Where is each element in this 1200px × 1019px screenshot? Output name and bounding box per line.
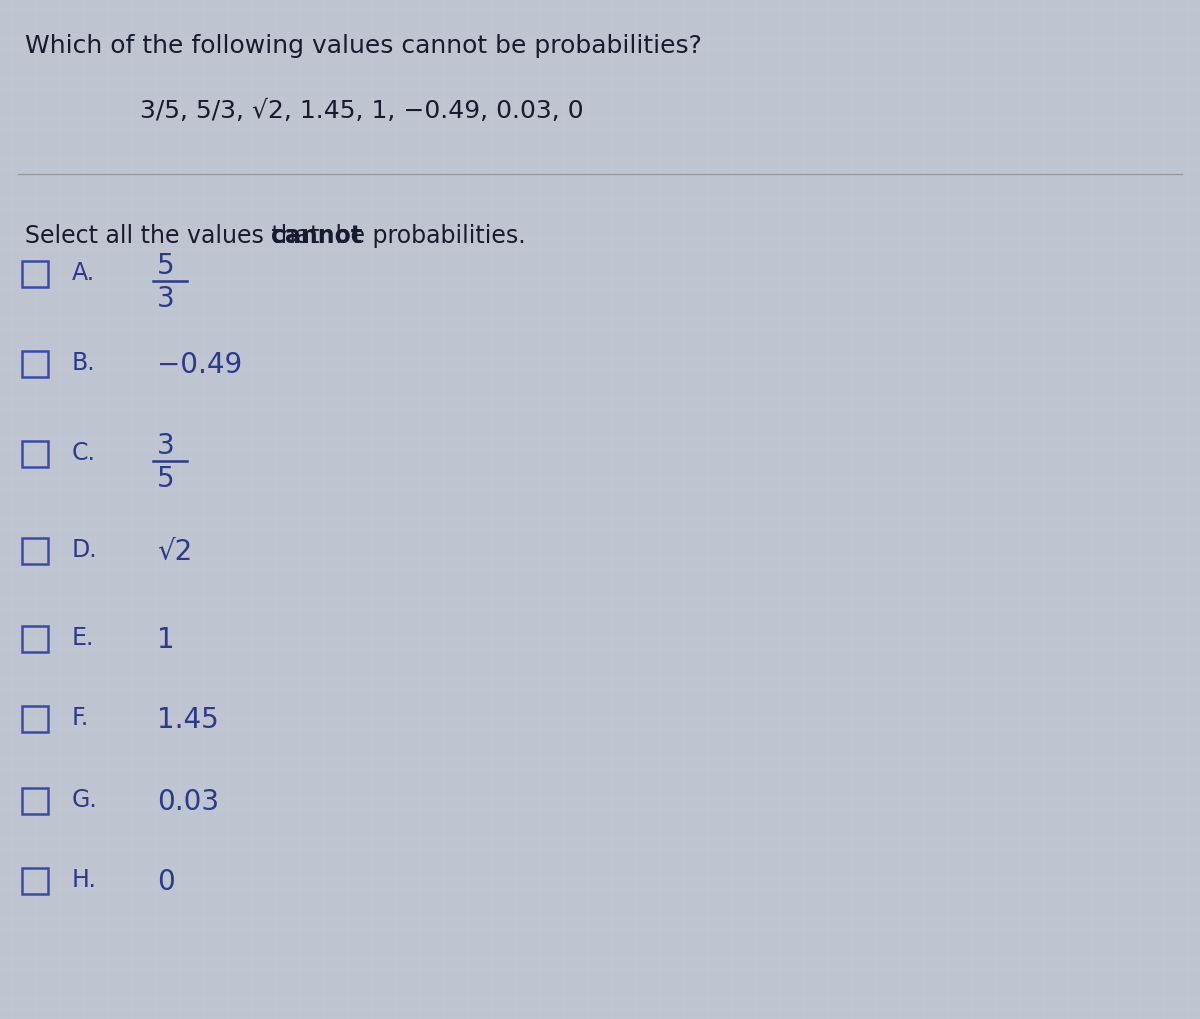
Text: D.: D.: [72, 538, 97, 562]
Text: be probabilities.: be probabilities.: [328, 224, 526, 248]
Text: 3: 3: [157, 285, 175, 313]
Text: 5: 5: [157, 252, 175, 280]
Text: cannot: cannot: [271, 224, 362, 248]
Bar: [22, 626, 48, 652]
Text: Select all the values that: Select all the values that: [25, 224, 326, 248]
Bar: [22, 788, 48, 814]
Text: 1: 1: [157, 626, 175, 654]
Bar: [22, 868, 48, 894]
Text: 3/5, 5/3, √2, 1.45, 1, −0.49, 0.03, 0: 3/5, 5/3, √2, 1.45, 1, −0.49, 0.03, 0: [140, 99, 583, 123]
Text: G.: G.: [72, 788, 97, 812]
Text: A.: A.: [72, 261, 95, 285]
Text: 5: 5: [157, 465, 175, 493]
Text: H.: H.: [72, 868, 97, 892]
Text: C.: C.: [72, 441, 96, 465]
Text: 0.03: 0.03: [157, 788, 220, 816]
Text: Which of the following values cannot be probabilities?: Which of the following values cannot be …: [25, 34, 702, 58]
Text: 1.45: 1.45: [157, 706, 218, 734]
Bar: [22, 441, 48, 467]
Text: F.: F.: [72, 706, 89, 730]
Bar: [22, 538, 48, 564]
Text: B.: B.: [72, 351, 96, 375]
Text: 0: 0: [157, 868, 175, 896]
Bar: [22, 706, 48, 732]
Bar: [22, 261, 48, 287]
Text: 3: 3: [157, 432, 175, 460]
Bar: [22, 351, 48, 377]
Text: E.: E.: [72, 626, 95, 650]
Text: −0.49: −0.49: [157, 351, 242, 379]
Text: √2: √2: [157, 538, 192, 566]
